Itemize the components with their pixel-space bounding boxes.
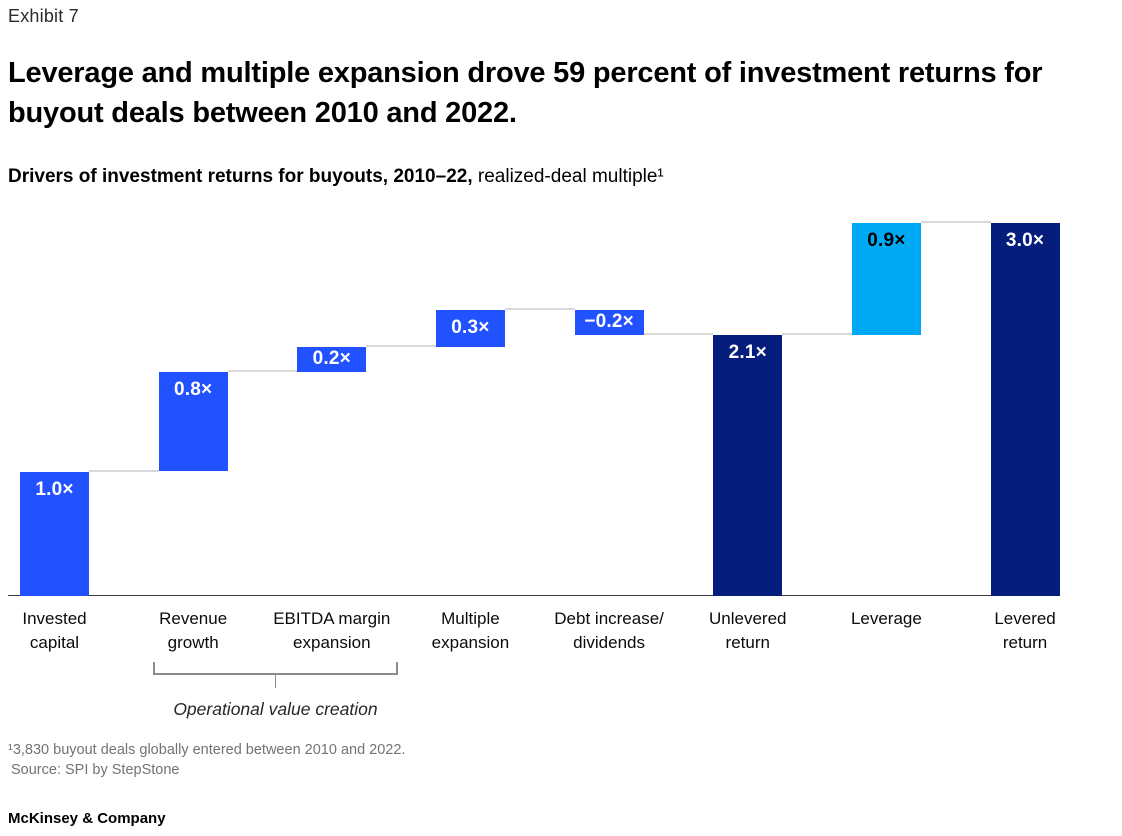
category-label-revenue-growth: Revenue growth xyxy=(159,609,228,652)
bar-value-label: −0.2× xyxy=(584,311,634,333)
bracket-left-tick xyxy=(153,661,155,675)
bar-value-label: 1.0× xyxy=(35,478,74,500)
waterfall-bar-multiple-expansion: 0.3× xyxy=(435,309,505,347)
bar-value-label: 3.0× xyxy=(1005,229,1045,251)
footnote-source: Source: SPI by StepStone xyxy=(11,761,180,778)
category-label-leverage: Leverage xyxy=(850,609,922,628)
category-label-unlevered-return: Unlevered return xyxy=(709,609,787,652)
connector-line xyxy=(366,345,436,347)
connector-line xyxy=(89,469,159,472)
exhibit-number: Exhibit 7 xyxy=(8,6,79,26)
bracket-right-tick xyxy=(396,661,398,675)
bar-value-label: 0.3× xyxy=(451,316,490,338)
waterfall-bar-debt-increase-dividends: −0.2× xyxy=(574,309,644,335)
chart-subtitle: Drivers of investment returns for buyout… xyxy=(8,166,1108,188)
mckinsey-logo: McKinsey & Company xyxy=(8,810,166,827)
waterfall-bar-ebitda-margin-expansion: 0.2× xyxy=(297,347,367,372)
exhibit-title: Leverage and multiple expansion drove 59… xyxy=(8,57,1043,129)
category-label-levered-return: Levered return xyxy=(994,609,1056,652)
waterfall-bar-leverage: 0.9× xyxy=(851,222,921,335)
category-label-debt-increase-dividends: Debt increase/dividends xyxy=(554,609,664,652)
footnote-1: ¹3,830 buyout deals globally entered bet… xyxy=(8,742,406,758)
category-label-ebitda-margin-expansion: EBITDA margin expansion xyxy=(273,609,391,652)
footnotes: ¹3,830 buyout deals globally entered bet… xyxy=(8,741,405,780)
chart-subtitle-unit: realized-deal multiple¹ xyxy=(472,166,664,187)
waterfall-bar-revenue-growth: 0.8× xyxy=(158,371,228,472)
chart-subtitle-main: Drivers of investment returns for buyout… xyxy=(8,166,473,187)
category-label-multiple-expansion: Multiple expansion xyxy=(431,609,510,652)
waterfall-bar-unlevered-return: 2.1× xyxy=(713,334,783,596)
connector-line xyxy=(643,332,714,335)
waterfall-bar-levered-return: 3.0× xyxy=(990,222,1060,596)
bar-value-label: 0.9× xyxy=(867,229,906,251)
category-label-invested-capital: Invested capital xyxy=(22,609,87,652)
connector-line xyxy=(782,332,852,335)
connector-line xyxy=(920,220,991,223)
waterfall-bar-invested-capital: 1.0× xyxy=(20,471,89,596)
connector-line xyxy=(504,307,575,310)
bracket-label: Operational value creation xyxy=(173,699,378,719)
bar-value-label: 2.1× xyxy=(728,341,767,363)
bar-value-label: 0.8× xyxy=(173,378,213,400)
waterfall-chart: 1.0× Invested capital 0.8× Revenue growth 0.2×… xyxy=(0,210,1122,740)
bar-value-label: 0.2× xyxy=(312,348,351,370)
x-axis-line xyxy=(8,595,1060,596)
connector-line xyxy=(227,369,298,372)
bracket-center-tick xyxy=(274,673,277,688)
